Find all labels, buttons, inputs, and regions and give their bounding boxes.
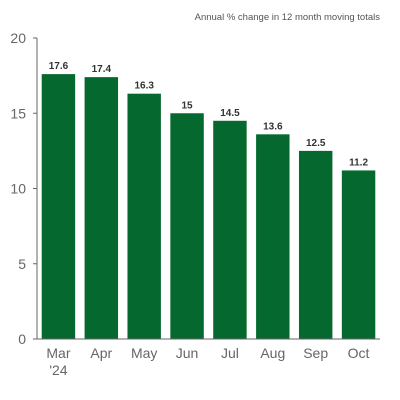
value-label-5: 13.6 bbox=[263, 121, 283, 132]
bar-4 bbox=[213, 120, 247, 340]
axis-layer: 0 5 10 15 20 Mar '24 Apr May Jun Jul Aug Sep Oct bbox=[10, 30, 380, 378]
value-label-4: 14.5 bbox=[220, 108, 240, 119]
bar-0 bbox=[41, 74, 76, 340]
chart-subtitle: Annual % change in 12 month moving total… bbox=[195, 12, 381, 23]
value-label-6: 12.5 bbox=[306, 138, 326, 149]
y-tick-label: 15 bbox=[10, 105, 26, 121]
value-label-0: 17.6 bbox=[49, 61, 69, 72]
value-label-1: 17.4 bbox=[92, 64, 112, 75]
bar-3 bbox=[170, 113, 204, 339]
x-tick-label-0: Mar '24 bbox=[46, 345, 70, 378]
y-tick-label: 20 bbox=[10, 30, 26, 46]
x-tick-label-5: Aug bbox=[260, 345, 285, 361]
y-tick-label: 10 bbox=[10, 181, 26, 197]
bar-1 bbox=[84, 77, 119, 339]
bar-5 bbox=[256, 134, 290, 339]
x-tick-label-4: Jul bbox=[221, 345, 239, 361]
bar-2 bbox=[127, 93, 161, 339]
y-tick-label: 5 bbox=[18, 256, 26, 272]
bars-layer: 17.6 17.4 16.3 15 14.5 13.6 12.5 11.2 bbox=[41, 61, 376, 340]
bar-7 bbox=[341, 170, 376, 339]
x-tick-label-3: Jun bbox=[176, 345, 199, 361]
x-tick-label-1: Apr bbox=[90, 345, 112, 361]
x-tick-label-2: May bbox=[131, 345, 157, 361]
value-label-7: 11.2 bbox=[349, 157, 368, 168]
y-tick-label: 0 bbox=[18, 331, 26, 347]
x-tick-label-6: Sep bbox=[303, 345, 328, 361]
value-label-3: 15 bbox=[182, 100, 194, 111]
value-label-2: 16.3 bbox=[134, 81, 154, 92]
bar-6 bbox=[298, 150, 333, 339]
x-tick-label-7: Oct bbox=[348, 345, 370, 361]
